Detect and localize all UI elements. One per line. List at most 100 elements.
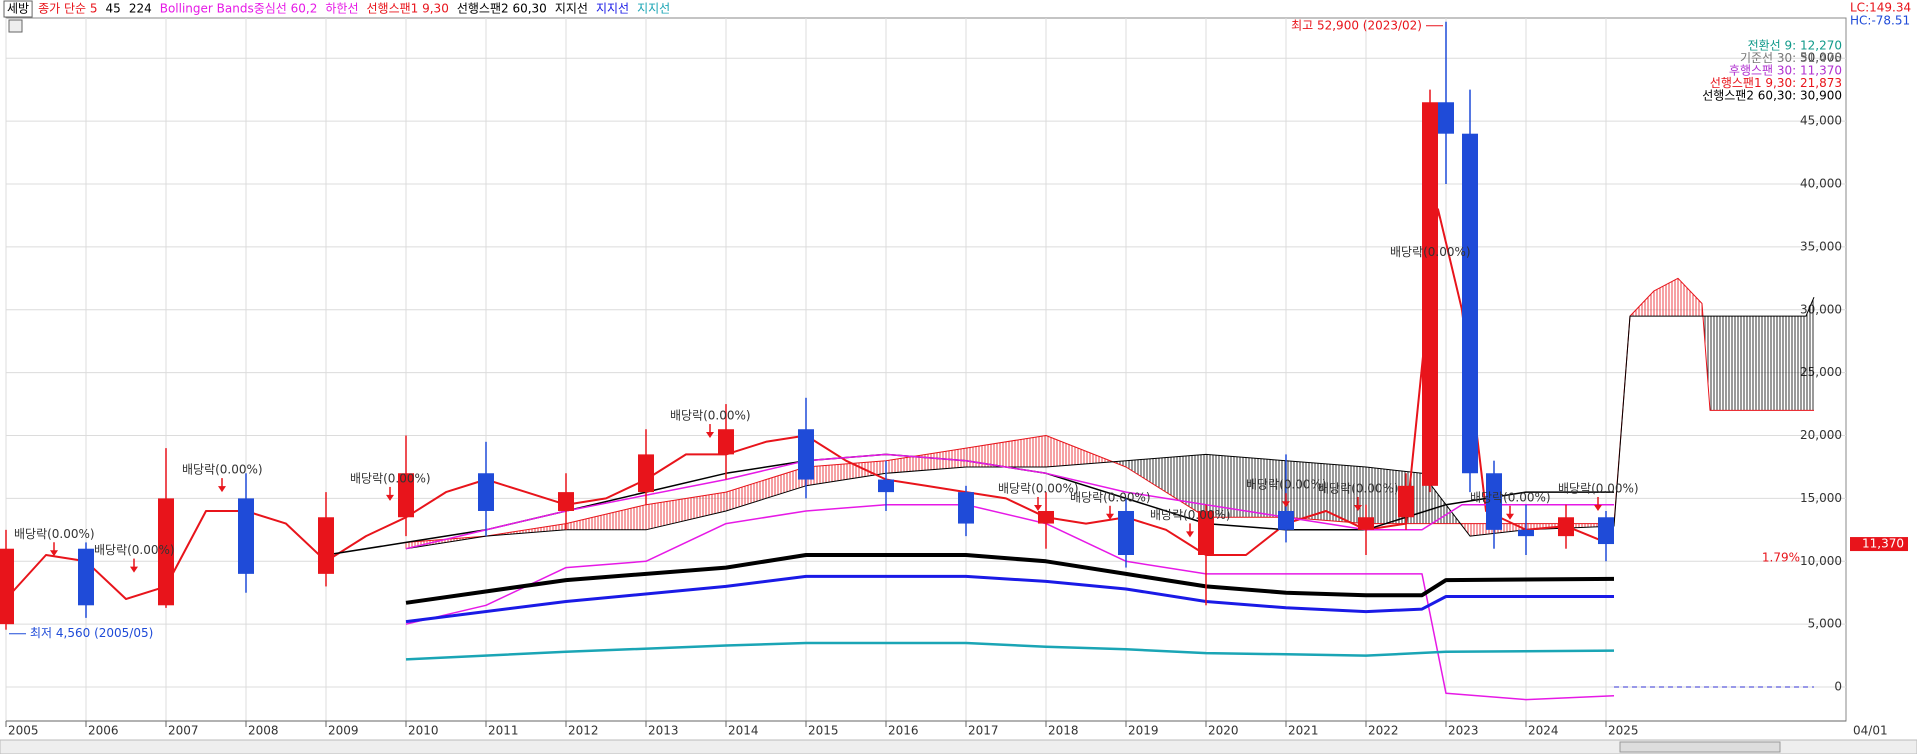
x-end-label: 04/01 xyxy=(1853,724,1888,738)
candle-body xyxy=(0,548,14,625)
stock-box xyxy=(3,0,33,18)
annotation-arrowhead xyxy=(386,494,394,501)
annotation-arrowhead xyxy=(1282,501,1290,508)
info-line: 후행스팬 30: 11,370 xyxy=(1729,63,1842,78)
scroll-controls[interactable] xyxy=(1619,741,1781,753)
x-tick-label: 2020 xyxy=(1208,724,1239,738)
legend-entry: 지지선 xyxy=(637,2,670,16)
annotation: 배당락(0.00%) xyxy=(350,471,431,485)
x-tick-label: 2023 xyxy=(1448,724,1479,738)
legend-entry: 세방 xyxy=(7,2,29,16)
info-line: 기준선 30: 31,475 xyxy=(1740,51,1842,65)
y-tick-label: 15,000 xyxy=(1800,491,1842,505)
annotation-arrowhead xyxy=(1186,531,1194,538)
annotation-arrowhead xyxy=(706,432,714,439)
legend-entry: 224 xyxy=(129,2,152,16)
annotation: 배당락(0.00%) xyxy=(1558,481,1639,495)
price-tag xyxy=(1850,537,1908,552)
x-tick-label: 2012 xyxy=(568,724,599,738)
cloud-span2 xyxy=(405,297,1815,550)
x-tick-label: 2022 xyxy=(1368,724,1399,738)
lc-label: LC:149.34 xyxy=(1850,1,1911,15)
candle-body xyxy=(318,517,334,574)
legend-entry: 종가 단순 5 xyxy=(38,2,97,16)
tool-icon[interactable] xyxy=(8,19,23,33)
annotation: 배당락(0.00%) xyxy=(14,527,95,541)
annotation: 배당락(0.00%) xyxy=(998,481,1079,495)
annotation: 배당락(0.00%) xyxy=(1246,478,1327,492)
x-tick-label: 2014 xyxy=(728,724,759,738)
annotation: 배당락(0.00%) xyxy=(1070,490,1151,504)
annotation-arrowhead xyxy=(218,486,226,493)
legend-entry: 선행스팬1 9,30 xyxy=(367,1,449,16)
x-tick-label: 2015 xyxy=(808,724,839,738)
candle-body xyxy=(558,492,574,511)
cloud-span1 xyxy=(405,277,1814,543)
annotation-arrowhead xyxy=(1426,268,1434,275)
legend-entry: 하한선 xyxy=(325,2,358,16)
x-tick-label: 2024 xyxy=(1528,724,1559,738)
candle-body xyxy=(478,473,494,511)
annotation-arrowhead xyxy=(1594,504,1602,511)
annotation: 배당락(0.00%) xyxy=(670,409,751,423)
candle-body xyxy=(238,498,254,574)
info-line: 선행스팬2 60,30: 30,900 xyxy=(1702,88,1842,103)
x-tick-label: 2025 xyxy=(1608,724,1639,738)
candle-body xyxy=(1462,133,1478,474)
scrollbar[interactable] xyxy=(0,739,1917,754)
annotation: 배당락(0.00%) xyxy=(1150,508,1231,522)
candle-body xyxy=(1438,102,1454,134)
candle-body xyxy=(78,548,94,606)
hc-label: HC:-78.51 xyxy=(1850,14,1910,28)
legend-entry: Bollinger Bands중심선 60,2 xyxy=(160,2,318,16)
x-tick-label: 2018 xyxy=(1048,724,1079,738)
annotation: 배당락(0.00%) xyxy=(182,463,263,477)
indicator-line xyxy=(405,553,1615,605)
y-tick-label: 50,000 xyxy=(1800,51,1842,65)
candle-body xyxy=(1398,485,1414,518)
legend-entry: 지지선 xyxy=(596,2,629,16)
annotation: 배당락(0.00%) xyxy=(1318,481,1399,495)
annotation: 배당락(0.00%) xyxy=(1390,245,1471,259)
info-line: 전환선 9: 12,270 xyxy=(1748,39,1842,53)
candle-body xyxy=(1118,510,1134,555)
price-tag-change: 1.79% xyxy=(1762,551,1800,565)
candle-body xyxy=(1598,517,1614,545)
x-tick-label: 2021 xyxy=(1288,724,1319,738)
candle-body xyxy=(1558,517,1574,537)
high-label: 최고 52,900 (2023/02) xyxy=(1291,18,1422,32)
info-line: 선행스팬1 9,30: 21,873 xyxy=(1710,75,1842,90)
candle-body xyxy=(798,429,814,480)
indicator-line xyxy=(405,641,1615,661)
candle-body xyxy=(1358,517,1374,530)
legend-entry: 지지선 xyxy=(555,2,588,16)
y-tick-label: 25,000 xyxy=(1800,365,1842,379)
x-tick-label: 2006 xyxy=(88,724,119,738)
x-tick-label: 2013 xyxy=(648,724,679,738)
annotation-arrowhead xyxy=(50,550,58,557)
annotation-arrowhead xyxy=(1506,513,1514,520)
candle-body xyxy=(158,498,174,606)
x-tick-label: 2009 xyxy=(328,724,359,738)
candle-body xyxy=(878,479,894,493)
annotation: 배당락(0.00%) xyxy=(94,543,175,557)
y-tick-label: 5,000 xyxy=(1808,617,1842,631)
y-tick-label: 10,000 xyxy=(1800,554,1842,568)
x-tick-label: 2007 xyxy=(168,724,199,738)
x-tick-label: 2011 xyxy=(488,724,519,738)
annotation: 배당락(0.00%) xyxy=(1470,490,1551,504)
legend-entry: 선행스팬2 60,30 xyxy=(457,1,547,16)
candle-body xyxy=(1518,529,1534,537)
x-tick-label: 2017 xyxy=(968,724,999,738)
candle-body xyxy=(718,429,734,455)
y-tick-label: 35,000 xyxy=(1800,239,1842,253)
candle-body xyxy=(638,454,654,493)
x-tick-label: 2016 xyxy=(888,724,919,738)
candle-body xyxy=(1422,102,1438,486)
candle-body xyxy=(1038,510,1054,524)
y-tick-label: 45,000 xyxy=(1800,114,1842,128)
candle-body xyxy=(1198,510,1214,555)
y-tick-label: 0 xyxy=(1834,680,1842,694)
